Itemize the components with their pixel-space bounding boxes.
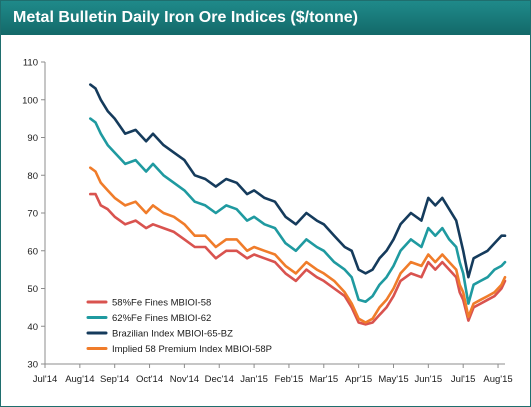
y-tick-label: 60 [27, 246, 38, 257]
x-tick-label: Jan'15 [240, 374, 268, 385]
legend-label: 62%Fe Fines MBIOI-62 [112, 313, 211, 324]
legend-label: 58%Fe Fines MBIOI-58 [112, 298, 211, 309]
x-tick-label: Oct'14 [136, 374, 163, 385]
chart-legend: 58%Fe Fines MBIOI-58 62%Fe Fines MBIOI-62… [86, 298, 272, 355]
chart-axes: 30 40 50 60 70 80 90 100 110 Jul'14 Aug'14 Sep'14 Oc… [22, 58, 513, 386]
x-tick-label: Sep'14 [100, 374, 129, 385]
legend-label: Implied 58 Premium Index MBIOI-58P [112, 344, 272, 355]
chart-header: Metal Bulletin Daily Iron Ore Indices ($… [1, 1, 530, 35]
x-tick-label: Aug'15 [483, 374, 512, 385]
y-tick-label: 100 [22, 95, 38, 106]
x-tick-label: Dec'14 [205, 374, 234, 385]
x-tick-label: Mar'15 [309, 374, 338, 385]
x-tick-label: Jun'15 [414, 374, 442, 385]
x-tick-label: Nov'14 [170, 374, 199, 385]
x-tick-label: Aug'14 [65, 374, 94, 385]
series-layer [89, 83, 507, 326]
series-line-2 [89, 83, 507, 279]
x-tick-label: Feb'15 [275, 374, 304, 385]
y-tick-label: 90 [27, 133, 38, 144]
y-tick-label: 70 [27, 209, 38, 220]
legend-label: Brazilian Index MBIOI-65-BZ [112, 329, 233, 340]
series-line-0 [89, 192, 507, 326]
y-tick-label: 110 [23, 58, 38, 69]
y-tick-label: 50 [27, 284, 38, 295]
x-tick-label: Apr'15 [345, 374, 372, 385]
series-line-1 [89, 117, 507, 305]
x-tick-label: Jul'14 [33, 374, 58, 385]
y-tick-label: 30 [27, 360, 38, 371]
series-line-3 [89, 166, 507, 324]
y-tick-label: 40 [27, 322, 38, 333]
x-tick-label: May'15 [378, 374, 408, 385]
y-tick-label: 80 [27, 171, 38, 182]
x-tick-label: Jul'15 [451, 374, 476, 385]
chart-title: Metal Bulletin Daily Iron Ore Indices ($… [13, 9, 358, 26]
